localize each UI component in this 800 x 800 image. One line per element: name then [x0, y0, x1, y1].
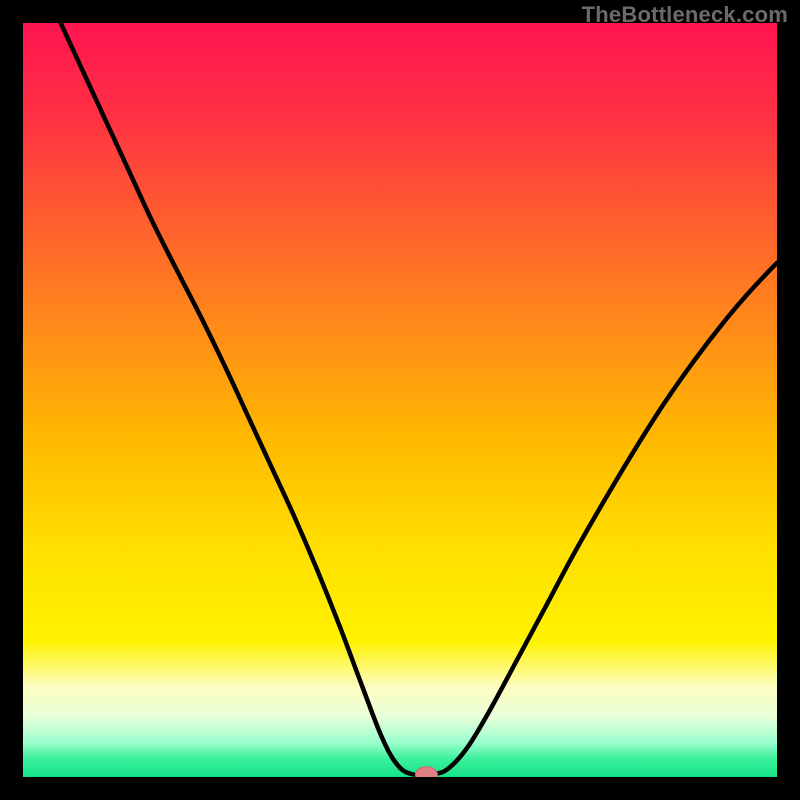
chart-frame: TheBottleneck.com	[0, 0, 800, 800]
bottleneck-chart	[23, 23, 777, 777]
